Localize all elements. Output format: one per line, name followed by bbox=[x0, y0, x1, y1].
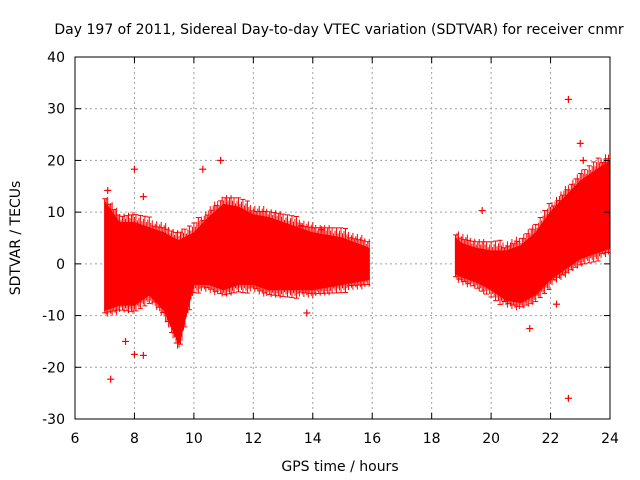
outlier-point bbox=[139, 193, 147, 201]
y-tick-label: 0 bbox=[56, 257, 65, 273]
outlier-point bbox=[107, 375, 115, 383]
y-tick-label: 20 bbox=[47, 153, 65, 169]
plot-frame bbox=[74, 56, 611, 420]
y-tick-label: 30 bbox=[47, 102, 65, 118]
x-tick-label: 22 bbox=[542, 431, 560, 447]
x-tick-label: 6 bbox=[71, 431, 80, 447]
outlier-point bbox=[297, 222, 305, 230]
outlier-point bbox=[130, 350, 138, 358]
outlier-point bbox=[303, 309, 311, 317]
y-axis-label: SDTVAR / TECUs bbox=[8, 181, 24, 296]
outlier-point bbox=[130, 165, 138, 173]
x-tick-label: 24 bbox=[601, 431, 619, 447]
outlier-point bbox=[526, 325, 534, 332]
outlier-points bbox=[104, 95, 587, 402]
x-tick-label: 18 bbox=[423, 431, 441, 447]
data-bands bbox=[102, 150, 611, 349]
y-tick-label: -30 bbox=[42, 412, 65, 428]
outlier-point bbox=[217, 156, 225, 164]
y-tick-label: -20 bbox=[42, 360, 65, 376]
outlier-point bbox=[104, 186, 112, 194]
outlier-point bbox=[553, 300, 560, 308]
outlier-point bbox=[576, 139, 584, 147]
outlier-point bbox=[564, 394, 572, 402]
outlier-point bbox=[199, 165, 207, 173]
x-tick-label: 8 bbox=[130, 431, 139, 447]
chart-title: Day 197 of 2011, Sidereal Day-to-day VTE… bbox=[54, 22, 623, 38]
y-tick-label: -10 bbox=[42, 309, 65, 325]
outlier-point bbox=[564, 95, 572, 103]
outlier-point bbox=[579, 156, 587, 164]
outlier-point bbox=[139, 351, 147, 359]
x-tick-label: 10 bbox=[185, 431, 203, 447]
x-tick-label: 14 bbox=[304, 431, 322, 447]
x-tick-label: 12 bbox=[244, 431, 262, 447]
y-tick-label: 40 bbox=[47, 50, 65, 66]
outlier-point bbox=[318, 226, 326, 234]
outlier-point bbox=[122, 337, 130, 345]
x-tick-label: 16 bbox=[363, 431, 381, 447]
y-tick-label: 10 bbox=[47, 205, 65, 221]
x-axis-label: GPS time / hours bbox=[281, 459, 398, 475]
outlier-point bbox=[478, 207, 486, 215]
x-tick-label: 20 bbox=[482, 431, 500, 447]
x-ticks: 6 8 10 12 14 16 18 20 22 24 bbox=[71, 57, 619, 447]
y-ticks: -30 -20 -10 0 10 20 30 40 bbox=[42, 50, 610, 428]
